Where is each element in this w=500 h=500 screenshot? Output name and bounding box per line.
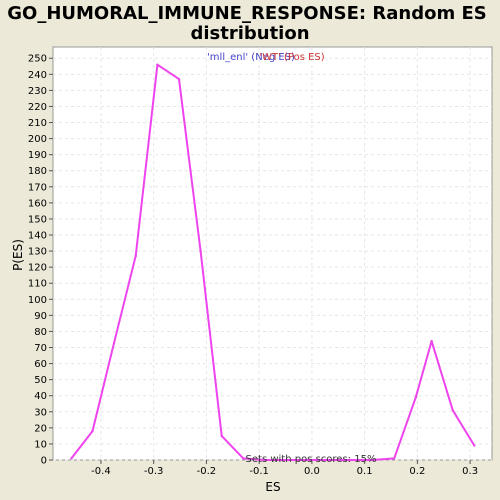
grid-layer <box>53 47 492 461</box>
y-tick-label: 190 <box>28 150 47 161</box>
x-tick-label: 0.2 <box>409 466 425 477</box>
axes-layer: -0.4 -0.3 -0.2 -0.1 0.0 0.1 0.2 0.3 0 10 20 30 40 50 6… <box>28 54 478 477</box>
y-tick-label: 70 <box>34 343 47 354</box>
x-tick-label: -0.3 <box>144 466 164 477</box>
y-tick-label: 50 <box>34 375 47 386</box>
y-tick-label: 80 <box>34 327 47 338</box>
y-tick-label: 40 <box>34 391 47 402</box>
data-point <box>349 458 353 462</box>
y-tick-label: 210 <box>28 118 47 129</box>
y-tick-label: 220 <box>28 102 47 113</box>
y-tick-label: 140 <box>28 231 47 242</box>
y-tick-label: 0 <box>41 456 47 467</box>
data-point <box>392 457 396 460</box>
data-point <box>285 458 288 462</box>
data-point <box>451 408 454 412</box>
y-axis-label: P(ES) <box>11 239 25 271</box>
series-layer <box>70 63 476 462</box>
data-point <box>156 63 159 66</box>
data-point <box>473 444 476 447</box>
x-tick-label: 0.1 <box>357 466 373 477</box>
data-point <box>112 341 116 344</box>
y-tick-label: 30 <box>34 407 47 418</box>
y-tick-label: 250 <box>28 54 47 65</box>
y-tick-label: 90 <box>34 311 47 322</box>
x-tick-label: -0.1 <box>249 466 269 477</box>
data-point <box>371 458 374 462</box>
y-tick-label: 10 <box>34 439 47 450</box>
y-tick-label: 150 <box>28 214 47 225</box>
data-point <box>263 458 267 462</box>
y-tick-label: 130 <box>28 247 47 258</box>
chart-title-line-1: GO_HUMORAL_IMMUNE_RESPONSE: Random ES <box>7 3 487 24</box>
chart-title-line-2: distribution <box>190 23 309 44</box>
y-tick-label: 230 <box>28 86 47 97</box>
legend-entry-pos: 'WT' (Pos ES) <box>259 52 324 63</box>
y-tick-label: 120 <box>28 263 47 274</box>
data-point <box>70 457 73 460</box>
data-point <box>430 339 433 343</box>
y-tick-label: 100 <box>28 295 47 306</box>
y-tick-label: 240 <box>28 70 47 81</box>
data-point <box>134 254 137 258</box>
y-tick-label: 110 <box>28 279 47 290</box>
x-tick-label: -0.2 <box>197 466 217 477</box>
data-point <box>177 77 181 81</box>
series-line <box>70 63 476 461</box>
y-tick-label: 160 <box>28 198 47 209</box>
data-point <box>220 434 223 438</box>
y-tick-label: 200 <box>28 134 47 145</box>
data-point <box>414 396 417 399</box>
annotation-pos-scores: Sets with pos scores: 15% <box>246 454 377 465</box>
x-tick-label: 0.3 <box>462 466 478 477</box>
data-point <box>307 458 310 462</box>
y-tick-label: 180 <box>28 166 47 177</box>
x-tick-label: -0.4 <box>91 466 111 477</box>
data-point <box>91 429 94 433</box>
data-point <box>328 458 331 462</box>
y-tick-label: 20 <box>34 423 47 434</box>
x-axis-label: ES <box>265 480 280 494</box>
x-tick-label: 0.0 <box>304 466 320 477</box>
data-point <box>242 457 245 460</box>
y-tick-label: 170 <box>28 182 47 193</box>
legend-entry-neg: 'mll_enl' (Neg ES) <box>207 52 295 63</box>
y-tick-label: 60 <box>34 359 47 370</box>
data-point <box>199 249 202 253</box>
plot-area <box>52 46 493 461</box>
